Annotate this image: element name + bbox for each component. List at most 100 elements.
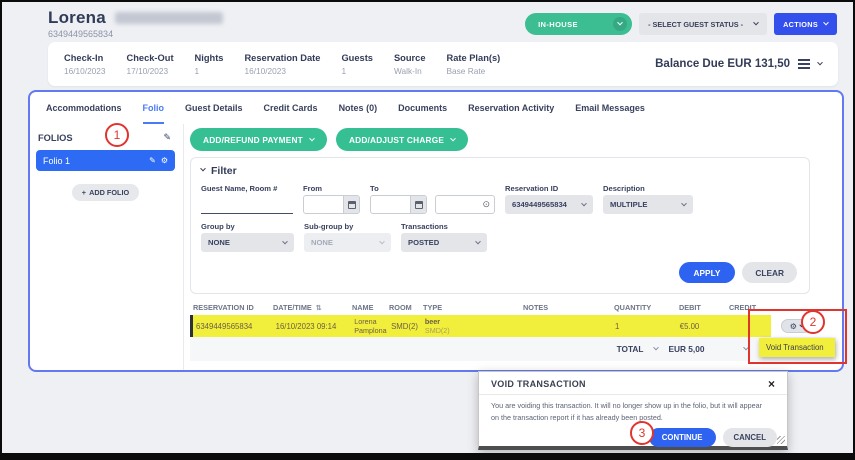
transactions-value: POSTED bbox=[408, 238, 440, 247]
row-name: Lorena Pamplona bbox=[354, 317, 387, 335]
reservation-summary-card: Check-In 16/10/2023 Check-Out 17/10/2023… bbox=[48, 42, 838, 86]
filter-to-field: To ⊙ bbox=[370, 184, 495, 214]
reservation-status-dropdown[interactable]: IN-HOUSE bbox=[525, 13, 633, 35]
pencil-icon[interactable]: ✎ bbox=[163, 132, 171, 142]
summary-rate-plan: Rate Plan(s) Base Rate bbox=[447, 53, 501, 76]
add-refund-payment-label: ADD/REFUND PAYMENT bbox=[203, 134, 303, 145]
guest-name-label: Guest Name, Room # bbox=[201, 184, 278, 193]
to-time-input[interactable]: ⊙ bbox=[435, 195, 495, 214]
tab-reservation-activity[interactable]: Reservation Activity bbox=[468, 103, 555, 113]
add-refund-payment-button[interactable]: ADD/REFUND PAYMENT bbox=[190, 128, 327, 151]
tab-notes[interactable]: Notes (0) bbox=[338, 103, 378, 113]
filter-transactions-field: Transactions POSTED bbox=[401, 222, 487, 252]
filter-collapse-toggle[interactable]: Filter bbox=[200, 165, 799, 177]
description-select[interactable]: MULTIPLE bbox=[603, 195, 693, 214]
filter-description-field: Description MULTIPLE bbox=[603, 184, 693, 214]
summary-source: Source Walk-In bbox=[394, 53, 426, 76]
summary-check-in: Check-In 16/10/2023 bbox=[64, 53, 106, 76]
col-quantity: QUANTITY bbox=[614, 303, 652, 312]
source-value: Walk-In bbox=[393, 65, 422, 76]
transactions-select[interactable]: POSTED bbox=[401, 233, 487, 252]
reservation-id-select[interactable]: 6349449565834 bbox=[505, 195, 593, 214]
guests-value: 1 bbox=[341, 65, 347, 76]
calendar-icon bbox=[347, 200, 356, 209]
table-total-row: TOTAL EUR 5,00 EU bbox=[190, 337, 836, 361]
to-date-input[interactable] bbox=[371, 196, 410, 213]
sub-group-by-label: Sub-group by bbox=[304, 222, 354, 231]
tab-email-messages[interactable]: Email Messages bbox=[575, 103, 645, 113]
row-debit: €5.00 bbox=[679, 321, 700, 331]
hamburger-menu-icon[interactable] bbox=[798, 59, 810, 61]
gear-icon[interactable]: ⚙ bbox=[160, 156, 168, 165]
tab-accommodations[interactable]: Accommodations bbox=[46, 103, 122, 113]
row-room: SMD(2) bbox=[391, 321, 418, 331]
annotation-rectangle bbox=[748, 309, 847, 364]
summary-nights: Nights 1 bbox=[195, 53, 224, 76]
table-header-row: RESERVATION ID DATE/TIME ⇅ NAME ROOM TYP… bbox=[190, 300, 836, 315]
summary-check-out: Check-Out 17/10/2023 bbox=[127, 53, 174, 76]
total-label: TOTAL bbox=[616, 344, 644, 354]
reservation-detail-card: Accommodations Folio Guest Details Credi… bbox=[28, 90, 844, 372]
check-out-value: 17/10/2023 bbox=[126, 65, 169, 76]
guest-name-input[interactable] bbox=[201, 195, 293, 214]
reservation-id-value: 6349449565834 bbox=[512, 200, 567, 209]
dialog-body-text: You are voiding this transaction. It wil… bbox=[491, 401, 763, 422]
sub-group-by-select[interactable]: NONE bbox=[304, 233, 391, 252]
table-row: 6349449565834 16/10/2023 09:14 Lorena Pa… bbox=[190, 315, 836, 337]
chevron-down-icon bbox=[475, 238, 481, 244]
clear-button[interactable]: CLEAR bbox=[742, 262, 797, 283]
to-calendar-button[interactable] bbox=[410, 196, 426, 213]
filter-reservation-id-field: Reservation ID 6349449565834 bbox=[505, 184, 593, 214]
sort-icon[interactable]: ⇅ bbox=[315, 304, 322, 312]
add-folio-label: ADD FOLIO bbox=[89, 188, 130, 197]
cancel-button[interactable]: CANCEL bbox=[722, 428, 777, 448]
col-credit: CREDIT bbox=[729, 303, 757, 312]
close-icon[interactable]: × bbox=[767, 377, 775, 391]
chevron-down-icon bbox=[379, 238, 385, 244]
group-by-select[interactable]: NONE bbox=[201, 233, 294, 252]
add-adjust-charge-button[interactable]: ADD/ADJUST CHARGE bbox=[335, 128, 469, 151]
chevron-down-icon bbox=[753, 19, 759, 26]
void-transaction-menu-item[interactable]: Void Transaction bbox=[759, 338, 835, 357]
guest-status-placeholder: - SELECT GUEST STATUS - bbox=[648, 19, 744, 29]
tab-credit-cards[interactable]: Credit Cards bbox=[263, 103, 318, 113]
from-calendar-button[interactable] bbox=[343, 196, 359, 213]
from-date-input[interactable] bbox=[304, 196, 343, 213]
tab-guest-details[interactable]: Guest Details bbox=[185, 103, 243, 113]
col-reservation-id: RESERVATION ID bbox=[193, 303, 254, 312]
guest-status-select[interactable]: - SELECT GUEST STATUS - bbox=[639, 13, 768, 35]
add-folio-button[interactable]: + ADD FOLIO bbox=[71, 184, 140, 201]
sidebar-item-folio-1[interactable]: Folio 1 ✎ ⚙ bbox=[36, 150, 175, 171]
tab-documents[interactable]: Documents bbox=[398, 103, 448, 113]
chevron-down-icon[interactable] bbox=[653, 344, 660, 351]
check-out-label: Check-Out bbox=[126, 52, 174, 63]
gear-icon: ⚙ bbox=[789, 321, 797, 331]
total-debit: EUR 5,00 bbox=[668, 344, 705, 354]
reservation-date-label: Reservation Date bbox=[244, 52, 321, 63]
nights-value: 1 bbox=[194, 65, 200, 76]
continue-button[interactable]: CONTINUE bbox=[648, 428, 716, 448]
balance-due: Balance Due EUR 131,50 bbox=[655, 58, 790, 70]
rate-plan-label: Rate Plan(s) bbox=[446, 52, 501, 63]
chevron-down-icon[interactable] bbox=[817, 59, 823, 66]
tab-bar: Accommodations Folio Guest Details Credi… bbox=[30, 92, 842, 124]
chevron-down-icon bbox=[823, 19, 829, 26]
tab-folio[interactable]: Folio bbox=[142, 103, 165, 124]
apply-button[interactable]: APPLY bbox=[678, 262, 736, 283]
folio-content: ADD/REFUND PAYMENT ADD/ADJUST CHARGE Fil… bbox=[184, 124, 842, 370]
source-label: Source bbox=[393, 52, 426, 63]
actions-button[interactable]: ACTIONS bbox=[774, 13, 837, 35]
col-date-time: DATE/TIME bbox=[273, 303, 312, 312]
chevron-down-icon bbox=[282, 238, 288, 244]
reservation-status-label: IN-HOUSE bbox=[538, 19, 578, 29]
pencil-icon[interactable]: ✎ bbox=[149, 156, 156, 165]
reservation-id-label: Reservation ID bbox=[505, 184, 559, 193]
rate-plan-value: Base Rate bbox=[446, 65, 486, 76]
chevron-down-icon bbox=[309, 135, 315, 141]
filter-sub-group-by-field: Sub-group by NONE bbox=[304, 222, 391, 252]
actions-label: ACTIONS bbox=[783, 19, 818, 29]
plus-icon: + bbox=[81, 188, 87, 197]
resize-grip-icon[interactable] bbox=[777, 436, 785, 444]
chevron-down-icon bbox=[450, 135, 456, 141]
